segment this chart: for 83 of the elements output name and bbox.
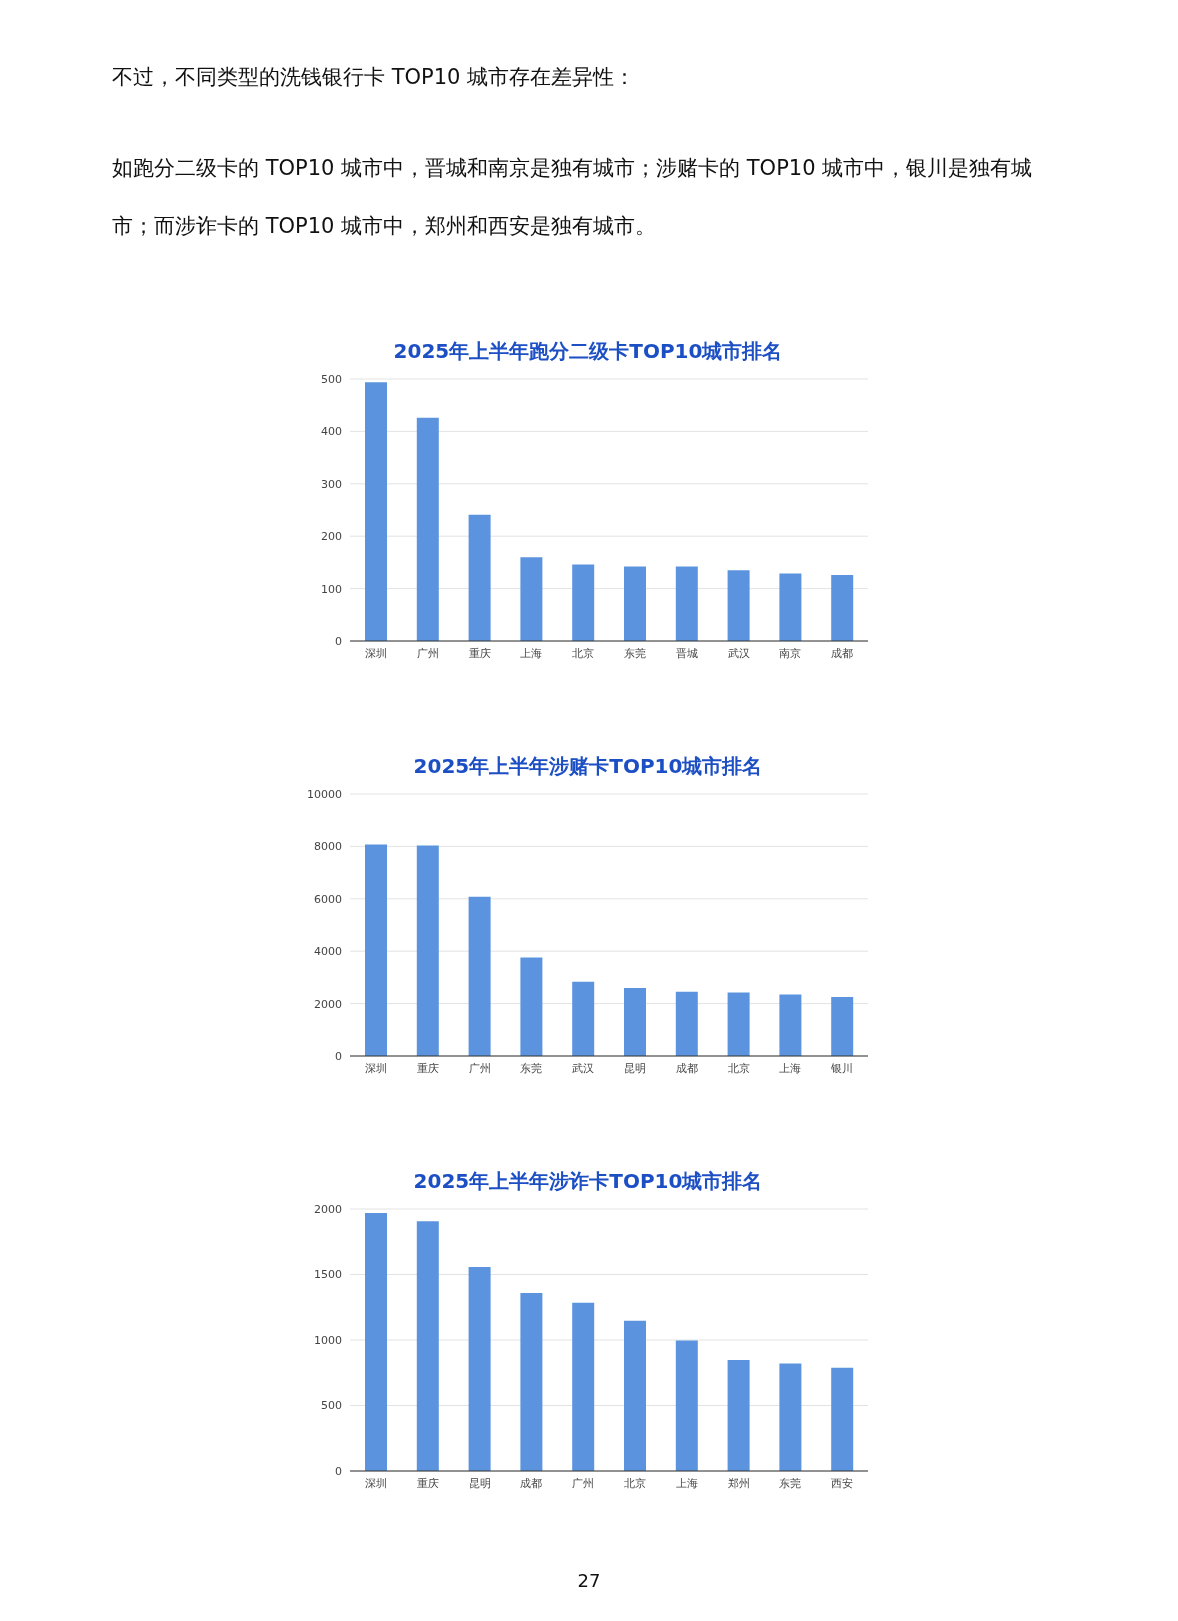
bar bbox=[468, 896, 491, 1056]
x-tick-label: 广州 bbox=[468, 1061, 491, 1075]
bar bbox=[365, 1212, 387, 1471]
x-tick-label: 北京 bbox=[572, 646, 595, 660]
x-tick-label: 广州 bbox=[416, 646, 439, 660]
y-tick-label: 1000 bbox=[314, 1333, 342, 1347]
bar bbox=[624, 987, 646, 1056]
x-tick-label: 深圳 bbox=[364, 646, 387, 660]
y-tick-label: 0 bbox=[335, 634, 342, 648]
text: 如跑分二级卡的 TOP10 城市中，晋城和南京是独有城市；涉赌卡的 TOP10 城市中，银川是独有城市；而涉诈卡的 TOP10 城市中，郑州和西安是独有城市。 bbox=[112, 156, 1033, 238]
bar bbox=[572, 981, 595, 1056]
y-tick-label: 200 bbox=[321, 530, 342, 544]
y-tick-label: 500 bbox=[321, 372, 342, 386]
x-tick-label: 东莞 bbox=[779, 1476, 802, 1490]
y-tick-label: 2000 bbox=[314, 1202, 342, 1216]
x-tick-label: 东莞 bbox=[623, 646, 646, 660]
bar bbox=[831, 574, 854, 641]
x-tick-label: 西安 bbox=[831, 1476, 854, 1490]
x-tick-label: 武汉 bbox=[572, 1061, 595, 1075]
bar bbox=[624, 566, 646, 641]
x-tick-label: 昆明 bbox=[468, 1476, 491, 1490]
x-tick-label: 北京 bbox=[727, 1061, 750, 1075]
x-tick-label: 重庆 bbox=[468, 646, 491, 660]
x-tick-label: 郑州 bbox=[727, 1476, 750, 1490]
bar bbox=[416, 417, 439, 641]
bar bbox=[831, 997, 854, 1056]
bar bbox=[520, 557, 543, 641]
x-tick-label: 昆明 bbox=[623, 1061, 646, 1075]
y-tick-label: 0 bbox=[335, 1464, 342, 1478]
text: 不过，不同类型的洗钱银行卡 TOP10 城市存在差异性： bbox=[112, 64, 637, 91]
x-tick-label: 北京 bbox=[623, 1476, 646, 1490]
x-tick-label: 晋城 bbox=[675, 646, 698, 660]
bar bbox=[675, 566, 698, 641]
x-tick-label: 南京 bbox=[779, 646, 802, 660]
x-tick-label: 成都 bbox=[520, 1476, 543, 1490]
bar bbox=[727, 570, 750, 641]
bar bbox=[365, 382, 387, 641]
x-tick-label: 深圳 bbox=[364, 1476, 387, 1490]
x-tick-label: 重庆 bbox=[416, 1061, 439, 1075]
x-tick-label: 上海 bbox=[675, 1476, 698, 1490]
y-tick-label: 6000 bbox=[314, 892, 342, 906]
bar bbox=[727, 992, 750, 1056]
y-tick-label: 4000 bbox=[314, 945, 342, 959]
x-tick-label: 成都 bbox=[831, 646, 854, 660]
x-tick-label: 武汉 bbox=[727, 646, 750, 660]
bar bbox=[779, 573, 802, 641]
text: 27 bbox=[577, 1570, 601, 1591]
y-tick-label: 10000 bbox=[307, 787, 342, 801]
bar bbox=[675, 1340, 698, 1471]
x-tick-label: 成都 bbox=[675, 1061, 698, 1075]
bar bbox=[572, 564, 595, 641]
y-tick-label: 8000 bbox=[314, 840, 342, 854]
y-tick-label: 0 bbox=[335, 1049, 342, 1063]
x-tick-label: 广州 bbox=[572, 1476, 595, 1490]
bar bbox=[520, 957, 543, 1056]
x-tick-label: 上海 bbox=[520, 646, 543, 660]
x-tick-label: 重庆 bbox=[416, 1476, 439, 1490]
bar bbox=[365, 844, 387, 1056]
y-tick-label: 400 bbox=[321, 425, 342, 439]
x-tick-label: 银川 bbox=[830, 1061, 854, 1075]
bar bbox=[416, 845, 439, 1056]
bar bbox=[675, 991, 698, 1056]
y-tick-label: 1500 bbox=[314, 1268, 342, 1282]
y-tick-label: 500 bbox=[321, 1399, 342, 1413]
bar bbox=[624, 1320, 646, 1471]
bar bbox=[468, 1266, 491, 1471]
bar bbox=[779, 994, 802, 1056]
bar bbox=[468, 514, 491, 641]
y-tick-label: 2000 bbox=[314, 997, 342, 1011]
bar bbox=[416, 1221, 439, 1471]
bar bbox=[520, 1293, 543, 1471]
chart-title: 2025年上半年跑分二级卡TOP10城市排名 bbox=[392, 338, 784, 365]
y-tick-label: 300 bbox=[321, 477, 342, 491]
bar bbox=[779, 1363, 802, 1471]
x-tick-label: 东莞 bbox=[520, 1061, 543, 1075]
chart-title: 2025年上半年涉赌卡TOP10城市排名 bbox=[412, 753, 764, 780]
bar bbox=[831, 1367, 854, 1471]
bar bbox=[572, 1302, 595, 1471]
chart-title: 2025年上半年涉诈卡TOP10城市排名 bbox=[412, 1168, 764, 1195]
y-tick-label: 100 bbox=[321, 582, 342, 596]
x-tick-label: 上海 bbox=[779, 1061, 802, 1075]
bar bbox=[727, 1359, 750, 1471]
x-tick-label: 深圳 bbox=[364, 1061, 387, 1075]
